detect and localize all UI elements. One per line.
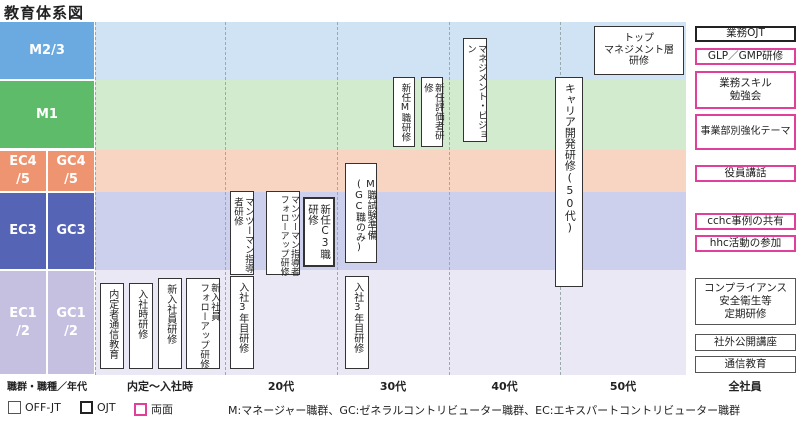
legend-both-label: 両面: [151, 403, 173, 416]
divider-line: [449, 22, 450, 375]
right-cchc: cchc事例の共有: [695, 213, 796, 230]
legend-both-swatch: [134, 402, 147, 416]
legend-ojt-swatch: [80, 401, 93, 414]
legend-ojt-label: OJT: [97, 401, 116, 414]
box-nyusha3-20: 入社3年目研修: [230, 276, 254, 369]
right-hhc: hhc活動の参加: [695, 235, 796, 252]
band-c3: [95, 192, 686, 270]
right-gyomu-ojt: 業務OJT: [695, 26, 796, 42]
divider-line: [337, 22, 338, 375]
right-skill: 業務スキル 勉強会: [695, 71, 796, 109]
legend-offjt-label: OFF-JT: [25, 401, 61, 414]
band-m23: [95, 22, 686, 80]
box-shinnin-c3: 新任C3職研修: [303, 197, 335, 267]
box-career: キャリア開発研修(50代): [555, 77, 583, 287]
box-manto-follow: マンツーマン指導者 フォローアップ研修: [266, 191, 300, 276]
level-gc3: GC3: [48, 193, 94, 269]
legend-both: 両面: [134, 401, 173, 417]
right-compliance: コンプライアンス 安全衛生等 定期研修: [695, 278, 796, 325]
legend-offjt-swatch: [8, 401, 21, 414]
level-gc4: GC4 /5: [48, 151, 94, 191]
footnote: M:マネージャー職群、GC:ゼネラルコントリビューター職群、EC:エキスパートコ…: [228, 404, 741, 417]
box-top-mgmt: トップ マネジメント層 研修: [594, 26, 684, 75]
right-tsushin: 通信教育: [695, 356, 796, 373]
divider-line: [95, 22, 96, 375]
page-title: 教育体系図: [4, 4, 85, 22]
box-nyusha-ji: 入社時研修: [129, 283, 153, 369]
axis-all: 全社員: [728, 380, 762, 393]
box-naitei-tsushin: 内定者通信教育: [100, 283, 124, 369]
axis-naitei: 内定〜入社時: [127, 380, 193, 393]
box-shinnyu-shain: 新入社員研修: [158, 278, 182, 369]
level-ec4: EC4 /5: [0, 151, 46, 191]
box-mgmt-vision: マネジメント・ビジョン: [463, 38, 487, 142]
box-nyusha3-30: 入社3年目研修: [345, 276, 369, 369]
box-manto-shidosha: マンツーマン指導者研修: [230, 191, 254, 275]
right-shagai: 社外公開講座: [695, 334, 796, 351]
divider-line: [225, 22, 226, 375]
axis-30s: 30代: [379, 380, 407, 393]
axis-50s: 50代: [609, 380, 637, 393]
level-m23: M2/3: [0, 22, 94, 79]
level-m1: M1: [0, 81, 94, 148]
band-m1: [95, 80, 686, 150]
level-ec3: EC3: [0, 193, 46, 269]
box-shinnyu-follow: 新入社員 フォローアップ研修: [186, 278, 220, 369]
box-m-shiken: M職試験準備 (GC職のみ): [345, 163, 377, 263]
axis-rank: 職群・職種／年代: [7, 382, 87, 393]
level-gc12: GC1 /2: [48, 271, 94, 374]
box-shinnin-hyoka: 新任評価者研修: [421, 77, 444, 147]
axis-40s: 40代: [491, 380, 518, 393]
band-c12: [95, 270, 686, 375]
band-c4: [95, 150, 686, 192]
right-jigyobu: 事業部別強化テーマ: [695, 114, 796, 150]
axis-20s: 20代: [267, 380, 295, 393]
box-shinnin-m: 新任M職研修: [393, 77, 415, 147]
right-yakuin: 役員講話: [695, 165, 796, 182]
right-glp: GLP／GMP研修: [695, 48, 796, 65]
level-ec12: EC1 /2: [0, 271, 46, 374]
legend-ojt: OJT: [80, 401, 116, 414]
legend-offjt: OFF-JT: [8, 401, 61, 414]
